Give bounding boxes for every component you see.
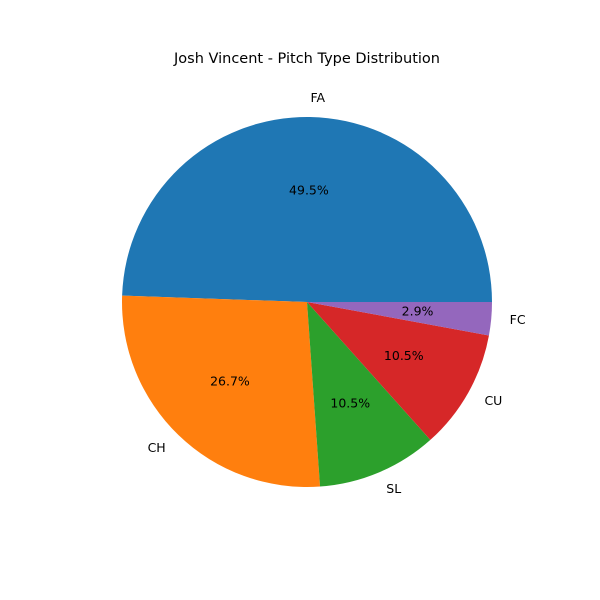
percent-label-fc: 2.9% [402, 304, 434, 319]
pie-slice-cu [307, 302, 489, 440]
slice-label-fc: FC [510, 312, 526, 327]
slice-label-cu: CU [484, 393, 502, 408]
slice-label-fa: FA [311, 90, 326, 105]
percent-label-fa: 49.5% [289, 183, 329, 198]
chart-title: Josh Vincent - Pitch Type Distribution [173, 51, 440, 67]
pie-labels: FA 49.5% CH 26.7% SL 10.5% CU 10.5% FC 2.9% [148, 90, 526, 496]
pie-slice-fc [307, 302, 492, 336]
percent-label-sl: 10.5% [330, 396, 370, 411]
slice-label-ch: CH [148, 440, 166, 455]
percent-label-ch: 26.7% [210, 373, 250, 388]
pie-slice-ch [122, 295, 321, 487]
pie-slices [122, 117, 493, 487]
percent-label-cu: 10.5% [384, 348, 424, 363]
slice-label-sl: SL [386, 481, 401, 496]
pie-slice-sl [307, 302, 431, 487]
pie-slice-fa [122, 117, 493, 302]
